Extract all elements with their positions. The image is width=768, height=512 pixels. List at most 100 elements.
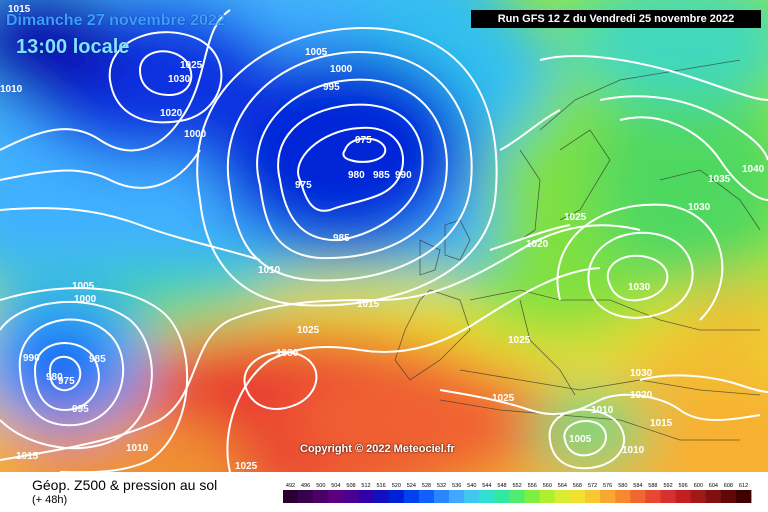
pressure-label: 1035 bbox=[708, 174, 731, 185]
legend-swatch bbox=[464, 490, 480, 503]
legend-swatch bbox=[358, 490, 374, 503]
pressure-label: 1025 bbox=[235, 461, 258, 472]
pressure-label: 1015 bbox=[8, 4, 31, 15]
pressure-label: 1010 bbox=[622, 445, 645, 456]
legend-swatch bbox=[283, 490, 299, 503]
legend-swatch bbox=[313, 490, 329, 503]
pressure-label: 1025 bbox=[508, 335, 531, 346]
legend-tick-label: 548 bbox=[497, 483, 506, 489]
pressure-label: 1025 bbox=[564, 212, 587, 223]
pressure-label: 1030 bbox=[628, 282, 651, 293]
legend-tick-label: 592 bbox=[664, 483, 673, 489]
legend-swatch bbox=[690, 490, 707, 503]
legend-swatch bbox=[675, 490, 691, 503]
pressure-label: 1000 bbox=[330, 64, 353, 75]
weather-map: 1015 1005 1030 1025 1020 1010 1000 995 1… bbox=[0, 0, 768, 472]
legend-swatch bbox=[418, 490, 435, 503]
legend-tick-label: 520 bbox=[392, 483, 401, 489]
legend-swatch bbox=[328, 490, 344, 503]
legend-tick-label: 576 bbox=[603, 483, 612, 489]
legend-swatch bbox=[585, 490, 601, 503]
legend-tick-label: 512 bbox=[361, 483, 370, 489]
pressure-label: 995 bbox=[323, 82, 340, 93]
legend-swatch bbox=[524, 490, 540, 503]
legend-tick-label: 504 bbox=[331, 483, 340, 489]
pressure-label: 995 bbox=[72, 404, 89, 415]
pressure-label: 1010 bbox=[126, 443, 149, 454]
pressure-label: 1040 bbox=[742, 164, 765, 175]
pressure-label: 1025 bbox=[180, 60, 203, 71]
legend-tick-label: 600 bbox=[694, 483, 703, 489]
pressure-label: 1020 bbox=[630, 390, 653, 401]
pressure-label: 1010 bbox=[258, 265, 281, 276]
legend-tick-label: 568 bbox=[573, 483, 582, 489]
model-run-info: Run GFS 12 Z du Vendredi 25 novembre 202… bbox=[471, 10, 761, 28]
legend-tick-label: 516 bbox=[377, 483, 386, 489]
pressure-label: 1030 bbox=[688, 202, 711, 213]
legend-tick-label: 500 bbox=[316, 483, 325, 489]
legend-swatch bbox=[494, 490, 510, 503]
pressure-label: 1030 bbox=[276, 348, 299, 359]
legend-tick-label: 588 bbox=[648, 483, 657, 489]
pressure-label: 1000 bbox=[74, 294, 97, 305]
legend-swatch bbox=[705, 490, 722, 503]
pressure-label: 990 bbox=[395, 170, 412, 181]
legend-tick-label: 552 bbox=[513, 483, 522, 489]
pressure-label: 1010 bbox=[591, 405, 614, 416]
legend-swatch bbox=[434, 490, 450, 503]
legend-swatch bbox=[645, 490, 661, 503]
pressure-labels: 1015 1005 1030 1025 1020 1010 1000 995 1… bbox=[0, 4, 765, 472]
legend-tick-label: 556 bbox=[528, 483, 537, 489]
legend-swatch bbox=[403, 490, 420, 503]
pressure-label: 1025 bbox=[492, 393, 515, 404]
legend-swatch bbox=[630, 490, 646, 503]
forecast-date: Dimanche 27 novembre 2022 bbox=[6, 12, 226, 29]
pressure-label: 985 bbox=[89, 354, 106, 365]
legend-tick-label: 604 bbox=[709, 483, 718, 489]
pressure-label: 1010 bbox=[0, 84, 23, 95]
legend-tick-label: 540 bbox=[467, 483, 476, 489]
forecast-lead-time: (+ 48h) bbox=[32, 494, 68, 506]
pressure-label: 1020 bbox=[160, 108, 183, 119]
legend-tick-label: 584 bbox=[633, 483, 642, 489]
legend-tick-label: 528 bbox=[422, 483, 431, 489]
legend-tick-label: 564 bbox=[558, 483, 567, 489]
copyright-notice: Copyright © 2022 Meteociel.fr bbox=[300, 443, 455, 455]
legend-swatch bbox=[615, 490, 631, 503]
legend-tick-label: 560 bbox=[543, 483, 552, 489]
pressure-label: 985 bbox=[333, 233, 350, 244]
pressure-label: 1005 bbox=[569, 434, 592, 445]
pressure-label: 975 bbox=[355, 135, 372, 146]
legend-tick-label: 596 bbox=[679, 483, 688, 489]
legend-swatch bbox=[569, 490, 586, 503]
legend-tick-label: 544 bbox=[482, 483, 491, 489]
pressure-label: 985 bbox=[373, 170, 390, 181]
pressure-label: 990 bbox=[23, 353, 40, 364]
forecast-time: 13:00 locale bbox=[16, 36, 130, 58]
pressure-label: 1005 bbox=[72, 281, 95, 292]
legend-swatch bbox=[449, 490, 465, 503]
legend-swatch bbox=[660, 490, 676, 503]
legend-tick-label: 580 bbox=[618, 483, 627, 489]
map-parameter-title: Géop. Z500 & pression au sol bbox=[32, 477, 218, 493]
legend-swatch bbox=[554, 490, 571, 503]
legend-tick-label: 508 bbox=[346, 483, 355, 489]
legend-tick-label: 612 bbox=[739, 483, 748, 489]
pressure-label: 1015 bbox=[16, 451, 39, 462]
legend-swatch bbox=[479, 490, 495, 503]
pressure-label: 1030 bbox=[630, 368, 653, 379]
legend-tick-label: 496 bbox=[301, 483, 310, 489]
legend-swatch bbox=[539, 490, 556, 503]
legend-swatch bbox=[736, 490, 752, 503]
legend-tick-label: 492 bbox=[286, 483, 295, 489]
pressure-label: 975 bbox=[58, 376, 75, 387]
legend-swatch bbox=[600, 490, 616, 503]
legend-tick-label: 536 bbox=[452, 483, 461, 489]
legend-tick-label: 532 bbox=[437, 483, 446, 489]
isobars bbox=[0, 9, 768, 472]
legend-swatch bbox=[509, 490, 525, 503]
legend-swatch bbox=[388, 490, 405, 503]
legend-tick-label: 572 bbox=[588, 483, 597, 489]
pressure-label: 1005 bbox=[305, 47, 328, 58]
pressure-label: 975 bbox=[295, 180, 312, 191]
